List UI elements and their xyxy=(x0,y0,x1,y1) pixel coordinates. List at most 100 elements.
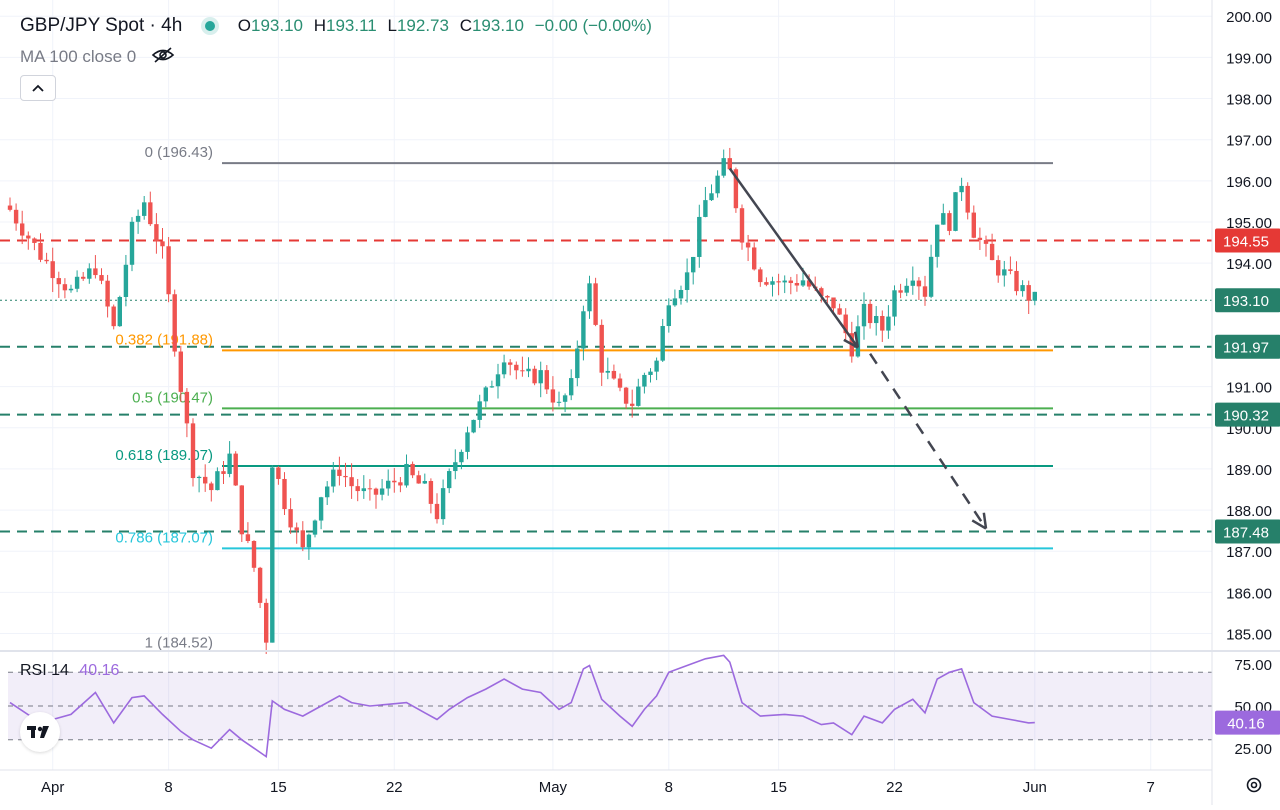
price-tag-label: 194.55 xyxy=(1223,234,1269,251)
candles xyxy=(7,147,1037,655)
candle-body xyxy=(965,185,970,213)
candle-body xyxy=(739,208,745,243)
candle-body xyxy=(764,282,769,285)
candle-body xyxy=(7,205,13,210)
candle-body xyxy=(288,509,293,528)
candle-body xyxy=(245,534,251,541)
candle-body xyxy=(843,314,848,334)
price-tag-label: 190.32 xyxy=(1223,408,1269,425)
candle-body xyxy=(916,280,922,287)
candle-body xyxy=(672,298,678,306)
candle-body xyxy=(959,185,964,193)
candle-body xyxy=(800,280,806,286)
candle-body xyxy=(636,386,641,406)
symbol-title[interactable]: GBP/JPY Spot · 4h xyxy=(20,15,183,36)
candle-body xyxy=(861,303,867,327)
candle-body xyxy=(922,286,928,297)
rsi-line xyxy=(9,654,1035,759)
candle-body xyxy=(904,285,909,293)
candle-body xyxy=(935,224,940,257)
x-tick-label: 8 xyxy=(665,779,673,796)
candle-body xyxy=(831,297,836,309)
price-tag-label: 193.10 xyxy=(1223,293,1269,310)
x-tick-label: 22 xyxy=(886,779,903,796)
candle-body xyxy=(709,193,714,201)
candle-body xyxy=(20,223,25,236)
candle-body xyxy=(483,387,488,402)
candle-body xyxy=(508,362,513,365)
candle-body xyxy=(392,480,397,483)
candle-body xyxy=(154,224,159,242)
candle-body xyxy=(367,488,373,490)
candle-body xyxy=(447,471,452,489)
eye-off-icon[interactable] xyxy=(151,46,175,69)
candle-body xyxy=(654,360,659,372)
trend-arrows xyxy=(728,167,988,530)
x-tick-label: 15 xyxy=(270,779,287,796)
y-tick-label: 198.00 xyxy=(1226,92,1272,109)
candle-body xyxy=(495,374,501,387)
candle-body xyxy=(68,288,74,291)
candle-body xyxy=(300,530,305,548)
candle-body xyxy=(989,243,995,261)
arrow-head xyxy=(843,338,859,349)
candle-body xyxy=(941,213,946,225)
candle-body xyxy=(794,283,800,286)
rsi-value-tag-label: 40.16 xyxy=(1227,716,1265,733)
rsi-legend-value: 40.16 xyxy=(79,662,120,679)
candle-body xyxy=(648,371,653,375)
low-value: 192.73 xyxy=(396,16,449,35)
candle-body xyxy=(99,275,104,281)
candle-body xyxy=(203,476,208,484)
candle-body xyxy=(276,467,281,479)
candle-body xyxy=(691,256,696,273)
candle-body xyxy=(733,169,739,209)
candle-body xyxy=(825,295,830,298)
gear-icon[interactable] xyxy=(1243,775,1265,797)
candle-body xyxy=(257,567,263,603)
rsi-value-tag xyxy=(1215,710,1280,735)
candle-body xyxy=(227,453,232,474)
collapse-legend-button[interactable] xyxy=(20,75,56,101)
rsi-legend[interactable]: RSI 14 40.16 xyxy=(20,662,119,680)
candle-body xyxy=(947,213,952,231)
candle-body xyxy=(562,395,568,402)
candle-body xyxy=(87,268,92,279)
high-label: H xyxy=(313,16,327,35)
grid xyxy=(0,0,1212,770)
candle-body xyxy=(465,432,470,452)
candle-body xyxy=(532,368,537,384)
candle-body xyxy=(386,480,391,489)
candle-body xyxy=(599,324,604,373)
fib-level-label: 0.5 (190.47) xyxy=(132,389,213,406)
candle-body xyxy=(770,281,775,285)
low-label: L xyxy=(387,16,397,35)
candle-body xyxy=(477,401,482,420)
candle-body xyxy=(581,311,586,349)
candle-body xyxy=(373,488,379,495)
candle-body xyxy=(526,368,531,372)
candle-body xyxy=(703,200,708,217)
candle-body xyxy=(569,378,574,396)
candle-body xyxy=(776,281,781,283)
candle-body xyxy=(471,419,476,433)
ma-legend[interactable]: MA 100 close 0 xyxy=(20,46,175,69)
candle-body xyxy=(666,305,671,327)
rsi-tick-label: 75.00 xyxy=(1234,657,1272,674)
candle-body xyxy=(32,238,37,243)
candle-body xyxy=(752,247,757,270)
status-dot-icon xyxy=(205,20,216,31)
tradingview-logo-icon[interactable] xyxy=(20,712,60,752)
candle-body xyxy=(282,478,287,510)
candle-body xyxy=(349,477,354,487)
chevron-up-icon xyxy=(32,84,44,92)
candle-body xyxy=(440,488,446,520)
candle-body xyxy=(886,316,891,331)
y-tick-label: 197.00 xyxy=(1226,133,1272,150)
candle-body xyxy=(270,467,275,643)
x-tick-label: 15 xyxy=(770,779,787,796)
candle-body xyxy=(1002,269,1007,276)
candle-body xyxy=(459,451,464,463)
